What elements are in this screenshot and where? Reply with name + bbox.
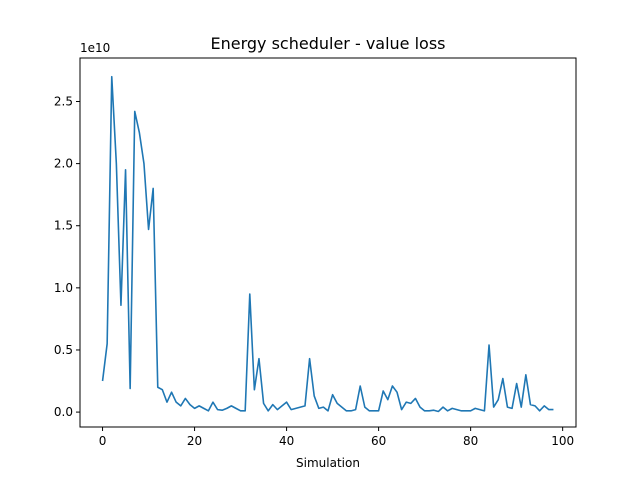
series-line-0 — [101, 75, 554, 413]
x-tick-label: 0 — [99, 434, 107, 448]
y-tick-label: 2.5 — [54, 94, 73, 108]
y-axis-ticks: 0.0 0.5 1.0 1.5 2.0 2.5 — [54, 94, 80, 419]
chart-title: Energy scheduler - value loss — [210, 34, 445, 53]
x-axis-ticks: 0 20 40 60 80 100 — [99, 427, 574, 448]
y-tick-label: 1.0 — [54, 281, 73, 295]
x-tick-label: 100 — [551, 434, 574, 448]
x-tick-label: 40 — [279, 434, 294, 448]
y-tick-label: 0.0 — [54, 405, 73, 419]
y-tick-label: 2.0 — [54, 157, 73, 171]
y-tick-label: 0.5 — [54, 343, 73, 357]
x-tick-label: 80 — [463, 434, 478, 448]
axes-frame — [79, 57, 577, 428]
plot-area — [101, 75, 554, 413]
x-axis-label: Simulation — [296, 456, 360, 470]
y-offset-label: 1e10 — [80, 41, 110, 55]
x-tick-label: 60 — [371, 434, 386, 448]
y-tick-label: 1.5 — [54, 219, 73, 233]
x-tick-label: 20 — [187, 434, 202, 448]
